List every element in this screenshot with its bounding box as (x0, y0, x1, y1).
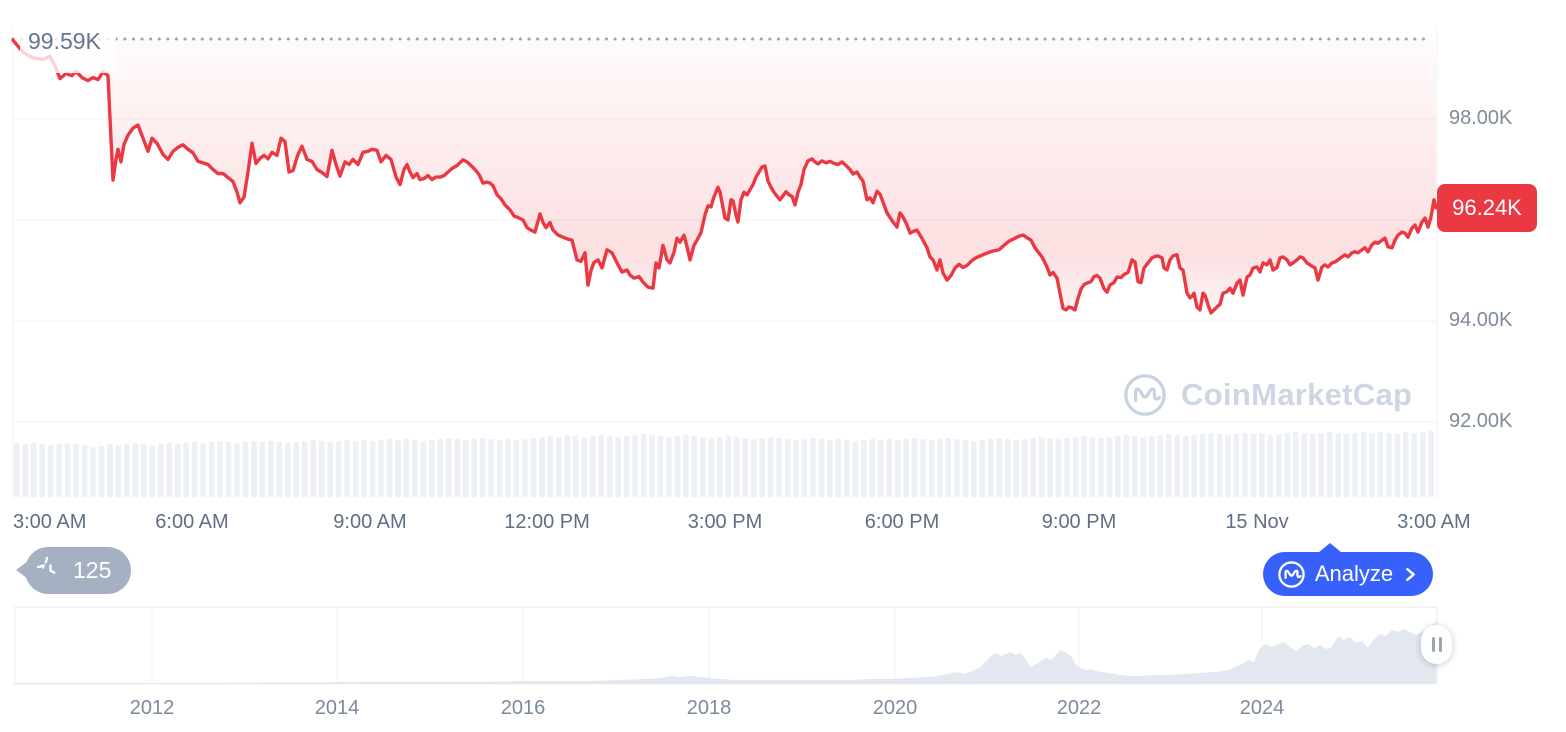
current-price-badge: 96.24K (1437, 184, 1537, 232)
x-axis-label: 9:00 AM (333, 511, 407, 533)
y-axis-label: 92.00K (1449, 410, 1513, 432)
coinmarketcap-logo-icon (1122, 372, 1168, 418)
chevron-right-icon (1402, 566, 1419, 583)
year-label: 2022 (1056, 697, 1102, 719)
history-clock-icon (37, 557, 64, 584)
range-navigator[interactable] (0, 606, 1566, 686)
x-axis-label: 9:00 PM (1041, 511, 1117, 533)
analyze-button[interactable]: Analyze (1263, 543, 1433, 596)
x-axis-label: 3:00 AM (1397, 511, 1471, 533)
year-label: 2014 (314, 697, 360, 719)
year-label: 2020 (872, 697, 918, 719)
history-count: 125 (73, 557, 112, 583)
price-area-fill (13, 39, 1436, 313)
coinmarketcap-watermark: CoinMarketCap (1122, 372, 1412, 418)
year-label: 2012 (129, 697, 175, 719)
y-axis-label: 98.00K (1449, 107, 1513, 129)
navigator-year-axis: 2012 2014 2016 2018 2020 2022 2024 (0, 697, 1566, 725)
analyze-label: Analyze (1314, 561, 1394, 586)
price-line (11, 38, 1438, 315)
previous-close-label: 99.59K (20, 25, 116, 73)
year-label: 2024 (1239, 697, 1285, 719)
pause-bars-icon (1431, 637, 1435, 652)
navigator-area (13, 622, 1436, 684)
history-count-badge[interactable]: 125 (15, 547, 132, 594)
x-axis-label: 3:00 AM (13, 511, 87, 533)
watermark-text: CoinMarketCap (1181, 377, 1413, 412)
year-label: 2018 (686, 697, 732, 719)
x-axis-label: 12:00 PM (504, 511, 590, 533)
x-axis-label: 6:00 AM (155, 511, 229, 533)
x-axis-label: 15 Nov (1225, 511, 1289, 533)
x-axis: 3:00 AM 6:00 AM 9:00 AM 12:00 PM 3:00 PM 6:00… (0, 511, 1566, 539)
x-axis-label: 3:00 PM (687, 511, 763, 533)
year-label: 2016 (500, 697, 546, 719)
main-price-chart[interactable] (0, 0, 1566, 500)
navigator-handle[interactable] (1421, 625, 1452, 664)
volume-bars (14, 431, 1434, 497)
y-axis-label: 94.00K (1449, 309, 1513, 331)
analyze-button-pointer (1318, 543, 1342, 553)
analyze-logo-icon (1277, 560, 1306, 589)
x-axis-label: 6:00 PM (864, 511, 940, 533)
